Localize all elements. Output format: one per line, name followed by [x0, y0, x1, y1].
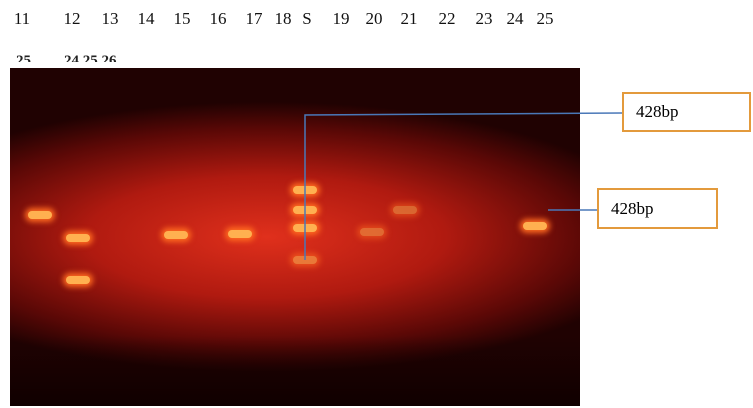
callout-text: 428bp [611, 199, 654, 219]
callout-box: 428bp [597, 188, 718, 229]
callout-box: 428bp [622, 92, 751, 132]
page: 1112131415161718S19202122232425 25 24 25… [0, 0, 753, 408]
callout-text: 428bp [636, 102, 679, 122]
callout-line [305, 113, 622, 260]
